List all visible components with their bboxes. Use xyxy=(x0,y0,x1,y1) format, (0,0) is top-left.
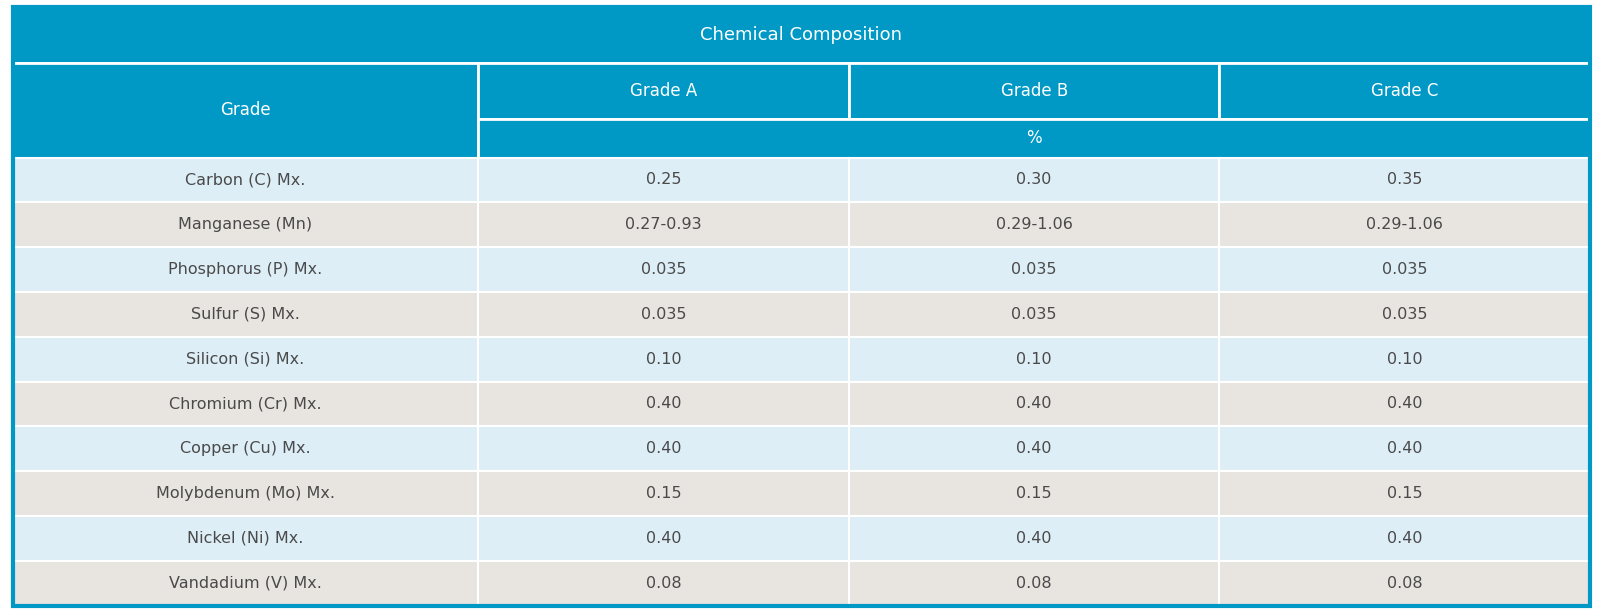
Bar xyxy=(478,471,850,516)
Bar xyxy=(478,202,850,247)
Bar xyxy=(850,516,1220,561)
Bar xyxy=(850,63,1220,119)
Text: 0.035: 0.035 xyxy=(1011,262,1056,277)
Text: 0.035: 0.035 xyxy=(1382,307,1428,322)
Bar xyxy=(13,337,478,381)
Bar xyxy=(850,158,1220,202)
Text: Grade: Grade xyxy=(220,101,271,120)
Text: 0.40: 0.40 xyxy=(646,531,681,546)
Text: 0.25: 0.25 xyxy=(646,172,681,188)
Text: 0.15: 0.15 xyxy=(1387,486,1422,501)
Bar xyxy=(1220,202,1590,247)
Bar xyxy=(13,202,478,247)
Bar xyxy=(850,337,1220,381)
Text: 0.40: 0.40 xyxy=(1387,531,1422,546)
Text: 0.035: 0.035 xyxy=(1011,307,1056,322)
Bar xyxy=(850,292,1220,337)
Text: 0.035: 0.035 xyxy=(641,262,686,277)
Text: Chromium (Cr) Mx.: Chromium (Cr) Mx. xyxy=(170,397,322,411)
Bar xyxy=(13,247,478,292)
Bar xyxy=(1220,337,1590,381)
Bar xyxy=(1220,247,1590,292)
Text: 0.035: 0.035 xyxy=(1382,262,1428,277)
Text: 0.15: 0.15 xyxy=(646,486,681,501)
Bar xyxy=(850,247,1220,292)
Bar xyxy=(1220,561,1590,606)
Bar xyxy=(478,561,850,606)
Bar xyxy=(478,427,850,471)
Text: 0.40: 0.40 xyxy=(1016,441,1052,456)
Text: 0.35: 0.35 xyxy=(1387,172,1422,188)
Bar xyxy=(478,158,850,202)
Text: 0.29-1.06: 0.29-1.06 xyxy=(995,217,1072,232)
Bar xyxy=(478,381,850,427)
Text: Grade B: Grade B xyxy=(1000,82,1068,100)
Bar xyxy=(1220,158,1590,202)
Text: Silicon (Si) Mx.: Silicon (Si) Mx. xyxy=(186,352,305,367)
Text: 0.035: 0.035 xyxy=(641,307,686,322)
Text: Vandadium (V) Mx.: Vandadium (V) Mx. xyxy=(168,576,322,591)
Text: 0.10: 0.10 xyxy=(646,352,681,367)
Bar xyxy=(13,427,478,471)
Bar xyxy=(13,381,478,427)
Text: 0.27-0.93: 0.27-0.93 xyxy=(625,217,702,232)
Bar xyxy=(850,381,1220,427)
Bar xyxy=(478,247,850,292)
Text: Carbon (C) Mx.: Carbon (C) Mx. xyxy=(186,172,306,188)
Text: Sulfur (S) Mx.: Sulfur (S) Mx. xyxy=(191,307,300,322)
Text: 0.40: 0.40 xyxy=(1387,397,1422,411)
Text: 0.30: 0.30 xyxy=(1016,172,1052,188)
Bar xyxy=(850,427,1220,471)
Text: 0.40: 0.40 xyxy=(1016,531,1052,546)
Bar xyxy=(13,292,478,337)
Bar xyxy=(13,158,478,202)
Bar xyxy=(13,7,1590,63)
Bar xyxy=(13,516,478,561)
Text: 0.40: 0.40 xyxy=(1016,397,1052,411)
Bar xyxy=(13,63,478,158)
Bar xyxy=(1220,471,1590,516)
Bar xyxy=(850,202,1220,247)
Text: Manganese (Mn): Manganese (Mn) xyxy=(178,217,313,232)
Text: 0.15: 0.15 xyxy=(1016,486,1052,501)
Text: 0.40: 0.40 xyxy=(646,397,681,411)
Bar xyxy=(478,337,850,381)
Bar xyxy=(1220,292,1590,337)
Text: Molybdenum (Mo) Mx.: Molybdenum (Mo) Mx. xyxy=(155,486,335,501)
Text: Copper (Cu) Mx.: Copper (Cu) Mx. xyxy=(180,441,311,456)
Bar xyxy=(1220,516,1590,561)
Text: 0.40: 0.40 xyxy=(1387,441,1422,456)
Bar xyxy=(478,119,1590,158)
Bar xyxy=(478,63,850,119)
Bar xyxy=(1220,63,1590,119)
Bar xyxy=(13,471,478,516)
Bar xyxy=(13,561,478,606)
Text: 0.08: 0.08 xyxy=(646,576,681,591)
Text: Chemical Composition: Chemical Composition xyxy=(701,26,902,44)
Text: Phosphorus (P) Mx.: Phosphorus (P) Mx. xyxy=(168,262,322,277)
Text: Grade C: Grade C xyxy=(1371,82,1438,100)
Bar xyxy=(1220,427,1590,471)
Text: %: % xyxy=(1026,129,1042,147)
Bar xyxy=(478,292,850,337)
Text: 0.10: 0.10 xyxy=(1387,352,1422,367)
Text: 0.10: 0.10 xyxy=(1016,352,1052,367)
Bar xyxy=(478,516,850,561)
Text: Grade A: Grade A xyxy=(630,82,697,100)
Text: 0.40: 0.40 xyxy=(646,441,681,456)
Bar xyxy=(850,561,1220,606)
Text: 0.08: 0.08 xyxy=(1016,576,1052,591)
Text: 0.29-1.06: 0.29-1.06 xyxy=(1366,217,1443,232)
Text: 0.08: 0.08 xyxy=(1387,576,1422,591)
Bar xyxy=(1220,381,1590,427)
Bar xyxy=(850,471,1220,516)
Text: Nickel (Ni) Mx.: Nickel (Ni) Mx. xyxy=(188,531,303,546)
